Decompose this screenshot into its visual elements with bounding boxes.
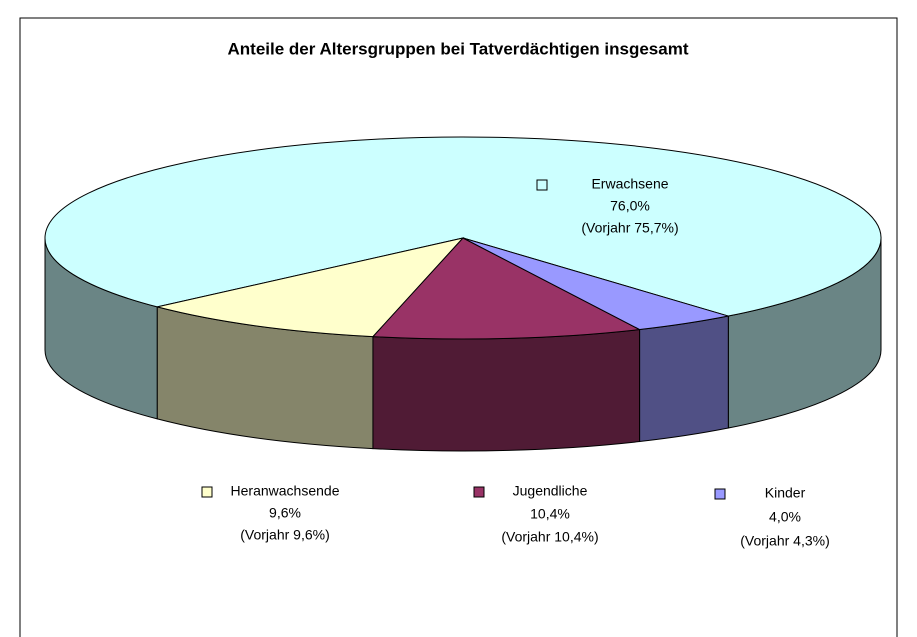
slice: [462, 237, 729, 331]
legend-swatch: [473, 486, 485, 498]
category-label: Erwachsene: [591, 176, 668, 192]
value-label: 10,4%: [530, 506, 570, 522]
prior-value-label: (Vorjahr 75,7%): [581, 220, 678, 236]
value-label: 4,0%: [769, 509, 801, 525]
category-label: Jugendliche: [513, 483, 588, 499]
slice: [157, 237, 465, 338]
category-label: Kinder: [765, 485, 806, 501]
legend-swatch: [714, 488, 726, 500]
pie-tops: [44, 136, 882, 340]
category-label: Heranwachsende: [231, 483, 340, 499]
prior-value-label: (Vorjahr 9,6%): [240, 527, 329, 543]
legend-swatch: [201, 486, 213, 498]
value-label: 9,6%: [269, 505, 301, 521]
prior-value-label: (Vorjahr 10,4%): [501, 529, 598, 545]
legend-swatch: [536, 179, 548, 191]
slice-side: [639, 315, 729, 443]
pie-sides: [44, 237, 882, 452]
slice-side: [372, 328, 641, 452]
chart-title: Anteile der Altersgruppen bei Tatverdäch…: [228, 39, 689, 58]
slice: [44, 136, 882, 317]
value-label: 76,0%: [610, 198, 650, 214]
labels: Erwachsene 76,0% (Vorjahr 75,7%) Heranwachs…: [201, 176, 830, 549]
slice: [371, 237, 642, 340]
prior-value-label: (Vorjahr 4,3%): [740, 533, 829, 549]
